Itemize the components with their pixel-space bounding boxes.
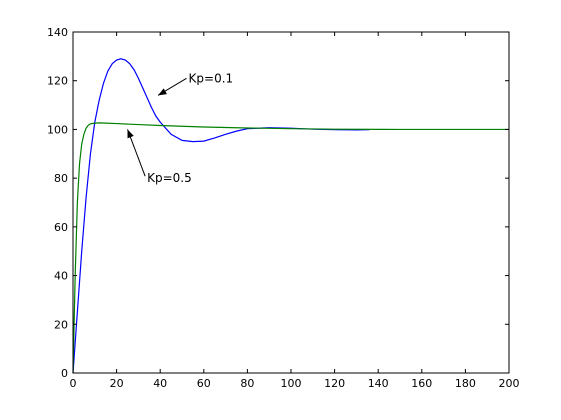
series-line-2 [72,122,509,374]
x-tick-label: 120 [324,377,345,390]
x-tick-label: 0 [70,377,77,390]
x-tick-label: 40 [153,377,167,390]
x-tick-label: 20 [110,377,124,390]
y-tick-label: 60 [54,221,68,234]
y-tick-label: 20 [54,318,68,331]
y-tick-label: 80 [54,172,68,185]
y-tick-label: 100 [47,123,68,136]
annotation-label-1: Kp=0.1 [189,71,234,85]
x-tick-label: 200 [499,377,520,390]
x-tick-label: 160 [411,377,432,390]
series-layer [72,58,509,374]
annotation-arrowhead-1 [158,88,167,96]
x-tick-label: 140 [368,377,389,390]
x-tick-label: 80 [240,377,254,390]
y-tick-label: 140 [47,26,68,39]
tick-layer: 0 20 40 60 80 100 120 140 160 180 200 0 20 40 60 80 100 1… [47,26,520,390]
x-tick-label: 100 [281,377,302,390]
y-tick-label: 120 [47,75,68,88]
plot-area [73,32,509,373]
x-tick-label: 60 [197,377,211,390]
annotation-layer: Kp=0.1 Kp=0.5 [127,71,234,185]
y-tick-label: 0 [61,367,68,380]
x-tick-label: 180 [455,377,476,390]
y-tick-label: 40 [54,270,68,283]
annotation-arrowhead-2 [127,129,134,139]
annotation-label-2: Kp=0.5 [147,171,192,185]
